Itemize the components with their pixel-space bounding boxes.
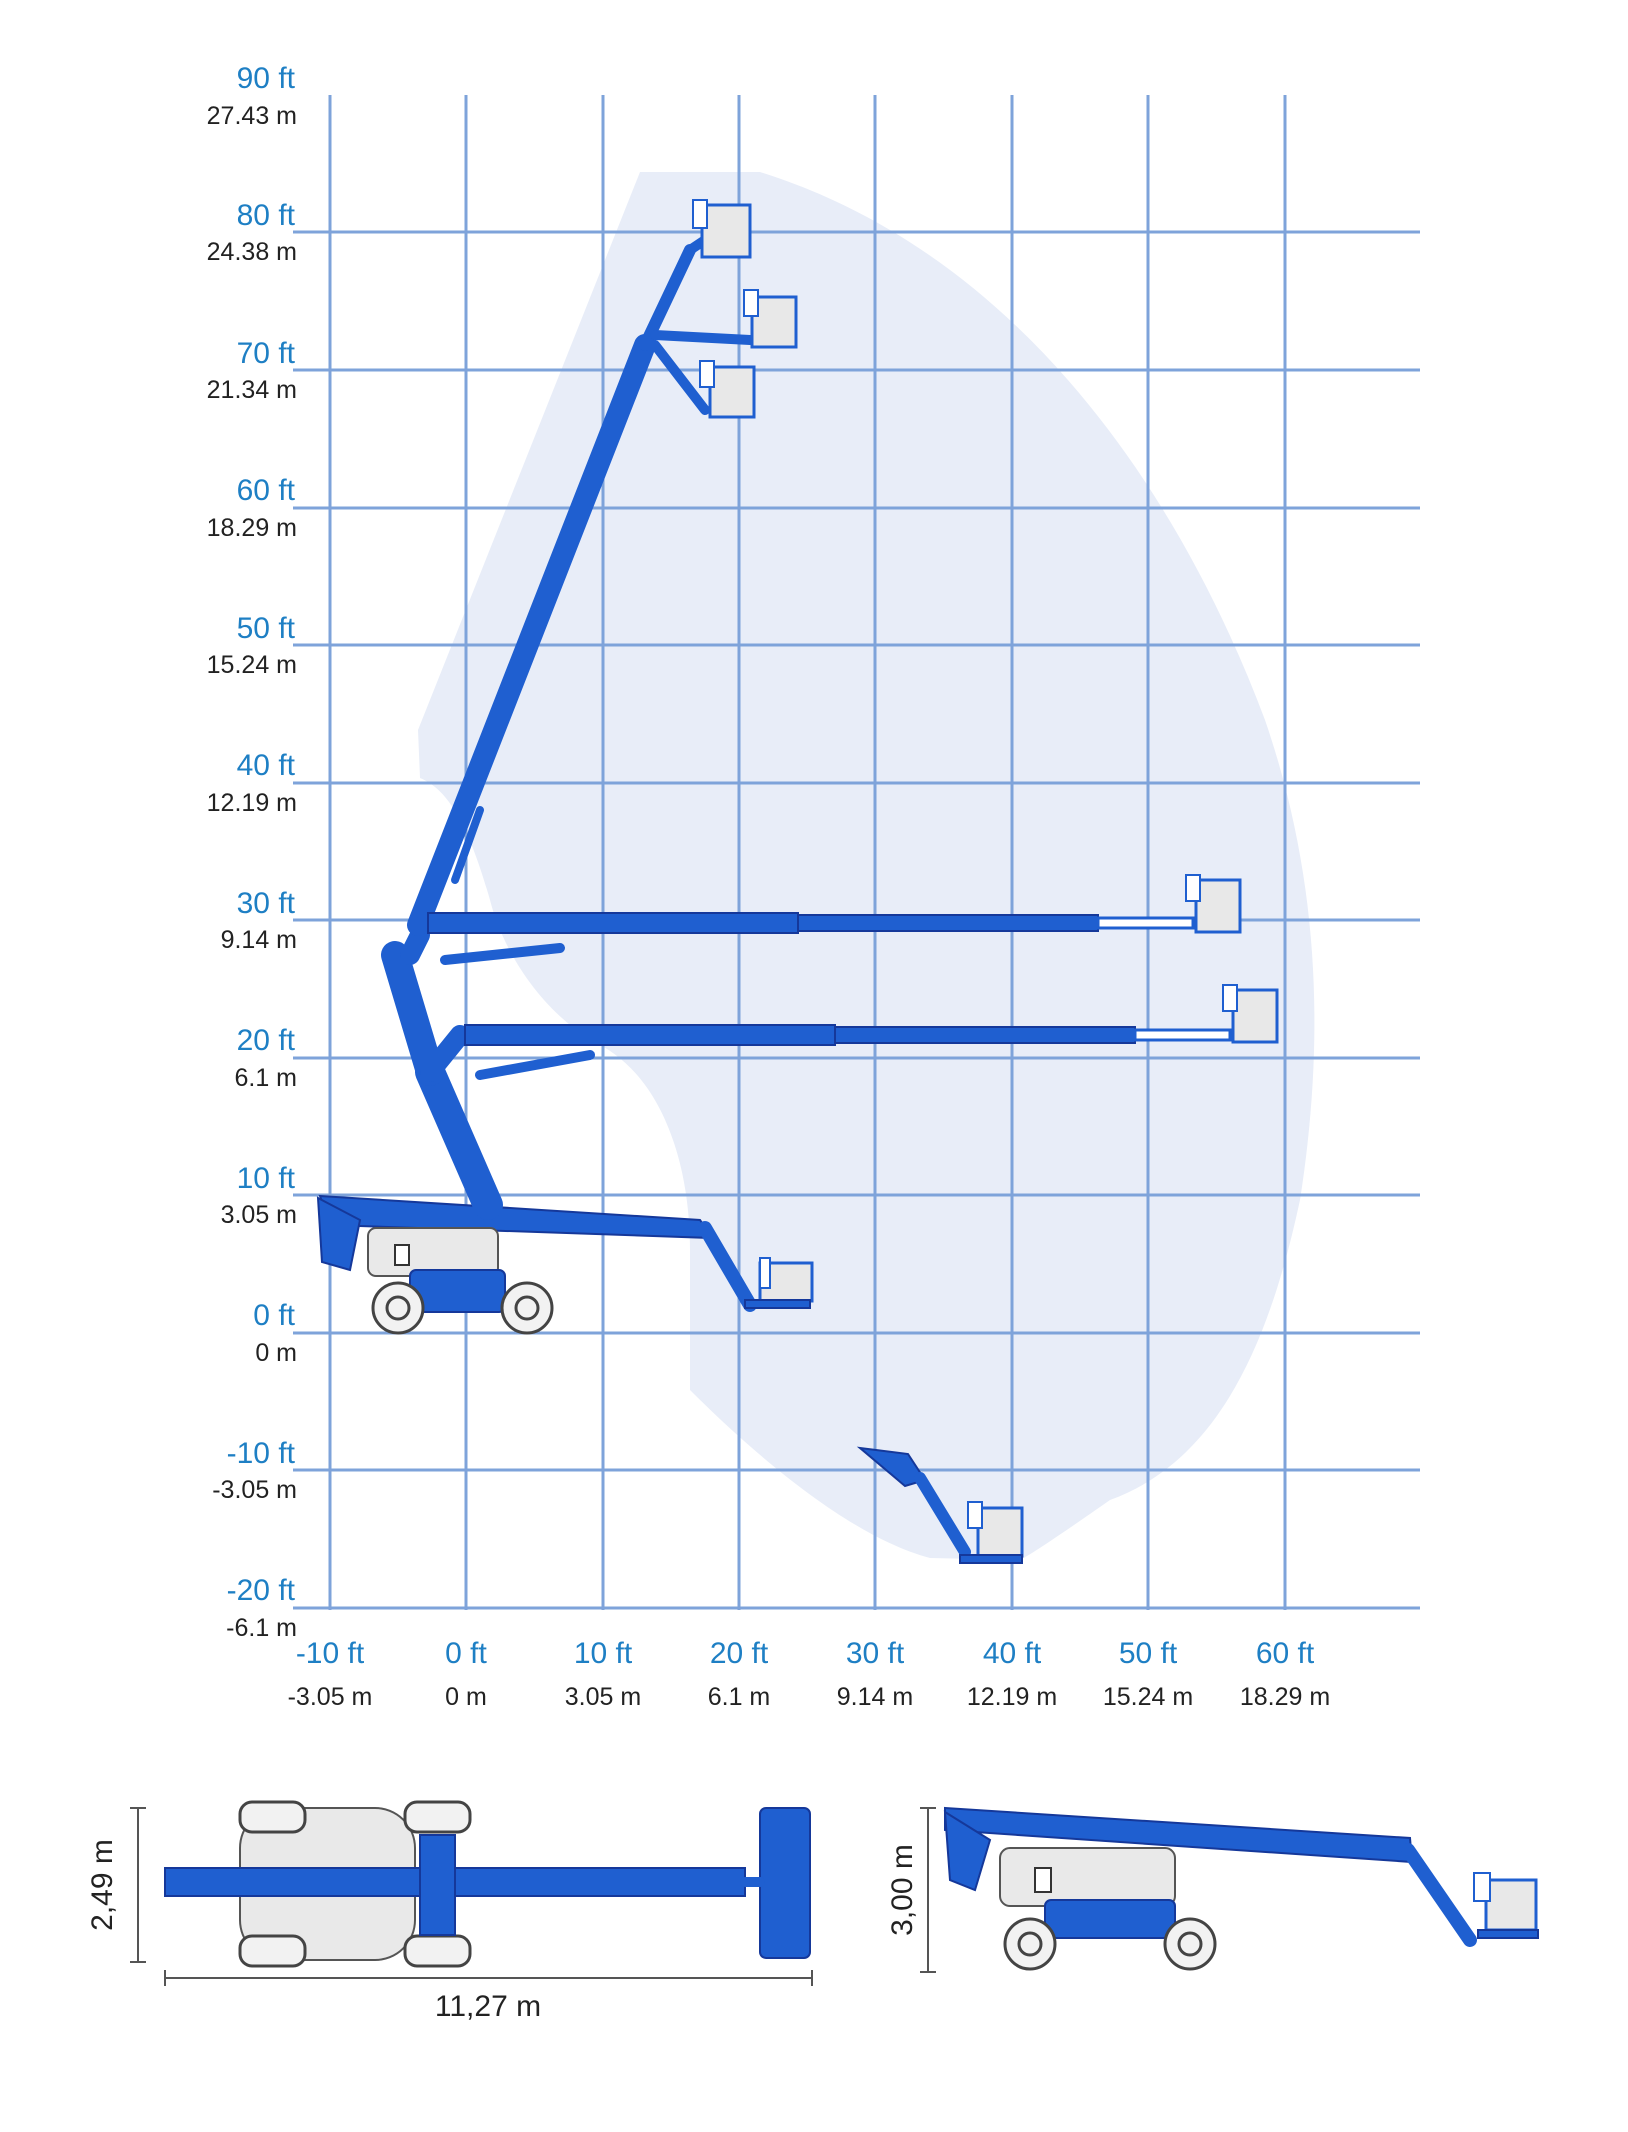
y-ft-label: 0 ft	[253, 1299, 295, 1332]
y-m-label: 3.05 m	[221, 1201, 297, 1229]
y-m-label: 12.19 m	[207, 789, 297, 817]
x-ft-label: 0 ft	[445, 1637, 487, 1670]
x-m-label: 18.29 m	[1240, 1683, 1330, 1711]
y-ft-label: 70 ft	[237, 337, 296, 370]
x-ft-label: -10 ft	[296, 1637, 365, 1670]
x-m-label: 3.05 m	[565, 1683, 641, 1711]
y-ft-label: -10 ft	[227, 1437, 296, 1470]
x-m-label: 12.19 m	[967, 1683, 1057, 1711]
side-view: 3,00 m	[886, 1806, 1539, 1973]
y-m-label: 24.38 m	[207, 238, 297, 266]
x-ft-label: 10 ft	[574, 1637, 633, 1670]
y-m-label: 18.29 m	[207, 514, 297, 542]
x-m-label: 6.1 m	[708, 1683, 771, 1711]
y-m-label: 15.24 m	[207, 651, 297, 679]
x-ft-label: 60 ft	[1256, 1637, 1315, 1670]
riser-boom	[381, 925, 503, 1220]
side-view-height-label: 3,00 m	[886, 1844, 919, 1936]
x-axis-labels: -10 ft -3.05 m 0 ft 0 m 10 ft 3.05 m 20 …	[288, 1637, 1331, 1711]
below-grade-jib	[856, 1446, 1024, 1564]
y-ft-label: 90 ft	[237, 62, 296, 95]
y-ft-label: 20 ft	[237, 1024, 296, 1057]
y-m-label: 0 m	[255, 1339, 297, 1367]
top-view-width-label: 2,49 m	[86, 1839, 119, 1931]
x-m-label: 9.14 m	[837, 1683, 913, 1711]
y-ft-label: -20 ft	[227, 1574, 296, 1607]
y-ft-label: 60 ft	[237, 474, 296, 507]
boom-horizontal-30ft	[427, 874, 1242, 965]
y-ft-label: 40 ft	[237, 749, 296, 782]
y-ft-label: 50 ft	[237, 612, 296, 645]
x-ft-label: 30 ft	[846, 1637, 905, 1670]
x-ft-label: 50 ft	[1119, 1637, 1178, 1670]
machine-stowed	[316, 1194, 814, 1335]
y-m-label: 6.1 m	[234, 1064, 297, 1092]
y-m-label: -3.05 m	[212, 1476, 297, 1504]
working-envelope	[418, 172, 1315, 1560]
y-axis-labels: 90 ft 27.43 m 80 ft 24.38 m 70 ft 21.34 …	[207, 62, 297, 1642]
y-m-label: 9.14 m	[221, 926, 297, 954]
main-boom-max-height	[407, 199, 798, 936]
x-ft-label: 20 ft	[710, 1637, 769, 1670]
top-view-length-label: 11,27 m	[435, 1990, 541, 2023]
y-m-label: 27.43 m	[207, 102, 297, 130]
x-ft-label: 40 ft	[983, 1637, 1042, 1670]
x-m-label: -3.05 m	[288, 1683, 373, 1711]
y-ft-label: 10 ft	[237, 1162, 296, 1195]
y-m-label: 21.34 m	[207, 376, 297, 404]
x-m-label: 0 m	[445, 1683, 487, 1711]
boom-horizontal-20ft	[464, 984, 1279, 1080]
y-m-label: -6.1 m	[226, 1614, 297, 1642]
y-ft-label: 80 ft	[237, 199, 296, 232]
top-view: 2,49 m 11,27 m	[86, 1800, 813, 2023]
x-m-label: 15.24 m	[1103, 1683, 1193, 1711]
y-ft-label: 30 ft	[237, 887, 296, 920]
